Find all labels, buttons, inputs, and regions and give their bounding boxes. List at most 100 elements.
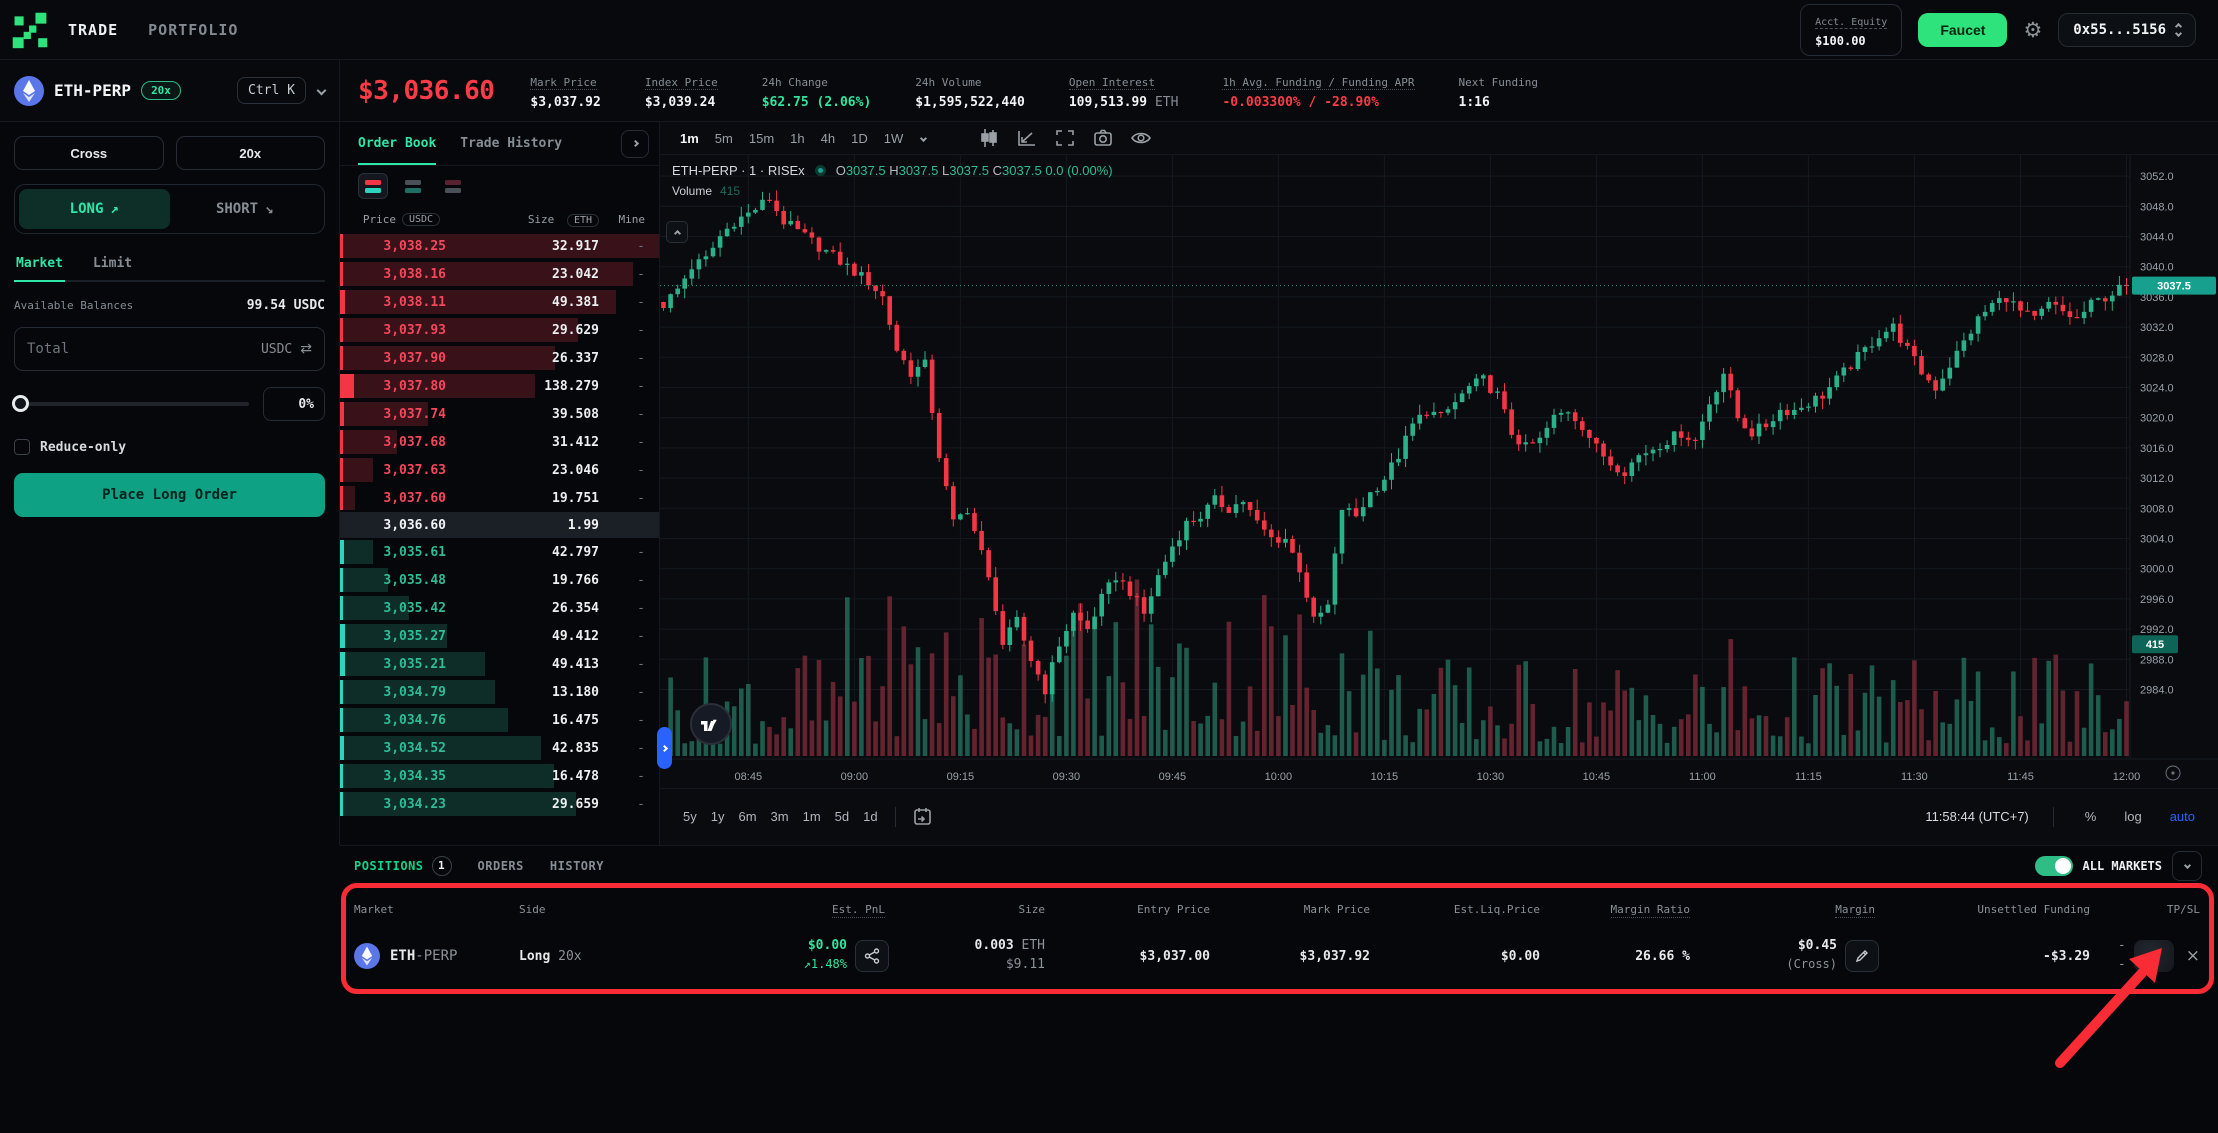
close-position-icon[interactable]: × bbox=[2185, 946, 2200, 966]
ask-row[interactable]: 3,037.80 138.279- bbox=[340, 372, 659, 400]
chart-canvas[interactable]: ETH-PERP · 1 · RISEx O3037.5 H3037.5 L30… bbox=[657, 155, 2218, 788]
range-5y[interactable]: 5y bbox=[683, 809, 697, 824]
range-1y[interactable]: 1y bbox=[710, 809, 725, 824]
range-1m[interactable]: 1m bbox=[802, 809, 821, 824]
timeframe-1D[interactable]: 1D bbox=[851, 130, 868, 146]
slider-knob[interactable] bbox=[12, 395, 29, 412]
timeframe-more-chevron-icon[interactable] bbox=[920, 134, 928, 142]
short-tab[interactable]: SHORT ↘ bbox=[170, 189, 321, 229]
bid-row[interactable]: 3,034.35 16.478- bbox=[340, 762, 659, 790]
bid-row[interactable]: 3,034.52 42.835- bbox=[340, 734, 659, 762]
price-unit-pill[interactable]: USDC bbox=[402, 212, 441, 226]
pair-name: ETH-PERP bbox=[54, 81, 132, 100]
market-status-dot-icon[interactable] bbox=[814, 165, 826, 176]
timeframe-1m[interactable]: 1m bbox=[680, 130, 699, 146]
bid-row[interactable]: 3,035.21 49.413- bbox=[340, 650, 659, 678]
watch-eye-icon[interactable] bbox=[1124, 126, 1158, 150]
timeframe-1h[interactable]: 1h bbox=[790, 130, 805, 146]
ask-row[interactable]: 3,037.74 39.508- bbox=[340, 400, 659, 428]
all-markets-toggle[interactable] bbox=[2034, 855, 2073, 876]
command-palette-shortcut[interactable]: Ctrl K bbox=[237, 77, 306, 104]
sidebar-reveal-handle[interactable] bbox=[657, 727, 672, 769]
faucet-button[interactable]: Faucet bbox=[1918, 12, 2008, 47]
timeframe-5m[interactable]: 5m bbox=[714, 130, 733, 146]
nav-portfolio[interactable]: PORTFOLIO bbox=[148, 20, 239, 39]
ohlc-readout: O3037.5 H3037.5 L3037.5 C3037.5 0.0 (0.0… bbox=[835, 163, 1113, 178]
go-to-date-icon[interactable] bbox=[906, 805, 940, 829]
auto-scale-button[interactable]: auto bbox=[2169, 809, 2195, 824]
tab-limit[interactable]: Limit bbox=[92, 256, 133, 271]
nav-trade[interactable]: TRADE bbox=[68, 20, 119, 39]
bid-row[interactable]: 3,035.48 19.766- bbox=[340, 566, 659, 594]
position-margin-cell: $0.45 (Cross) bbox=[1694, 937, 1879, 975]
tradingview-logo-icon[interactable] bbox=[690, 703, 732, 745]
chart-clock[interactable]: 11:58:44 (UTC+7) bbox=[1925, 809, 2029, 824]
ask-row[interactable]: 3,037.68 31.412- bbox=[340, 428, 659, 456]
bid-row[interactable]: 3,034.79 13.180- bbox=[340, 678, 659, 706]
candlestick-chart[interactable]: 3052.0 3048.0 3044.0 3040.0 3036.0 3032.0 3028… bbox=[660, 155, 2218, 788]
range-6m[interactable]: 6m bbox=[738, 809, 757, 824]
bid-row[interactable]: 3,035.27 49.412- bbox=[340, 622, 659, 650]
legend-collapse-button[interactable] bbox=[666, 221, 688, 243]
range-5d[interactable]: 5d bbox=[834, 809, 850, 824]
ask-row[interactable]: 3,038.11 49.381- bbox=[340, 288, 659, 316]
ask-row[interactable]: 3,038.16 23.042- bbox=[340, 260, 659, 288]
fullscreen-icon[interactable] bbox=[1048, 126, 1082, 150]
indicators-icon[interactable] bbox=[1010, 126, 1044, 150]
svg-text:3016.0: 3016.0 bbox=[2140, 443, 2174, 455]
timeframe-15m[interactable]: 15m bbox=[748, 130, 775, 146]
margin-mode-button[interactable]: Cross bbox=[14, 136, 164, 170]
camera-snapshot-icon[interactable] bbox=[1086, 126, 1120, 150]
size-slider[interactable] bbox=[12, 395, 249, 412]
edit-tpsl-button[interactable] bbox=[2133, 940, 2174, 972]
timeframe-1W[interactable]: 1W bbox=[883, 130, 904, 146]
leverage-button[interactable]: 20x bbox=[175, 136, 325, 170]
svg-text:2996.0: 2996.0 bbox=[2140, 594, 2174, 606]
edit-margin-button[interactable] bbox=[1845, 940, 1879, 972]
ask-row[interactable]: 3,037.90 26.337- bbox=[340, 344, 659, 372]
view-mode-bids[interactable] bbox=[398, 173, 428, 199]
percent-scale-button[interactable]: % bbox=[2084, 809, 2097, 824]
log-scale-button[interactable]: log bbox=[2124, 809, 2142, 824]
tab-history[interactable]: HISTORY bbox=[549, 858, 604, 873]
range-3m[interactable]: 3m bbox=[770, 809, 789, 824]
swap-currency-icon[interactable]: ⇄ bbox=[300, 341, 312, 357]
tab-positions[interactable]: POSITIONS 1 bbox=[354, 855, 452, 876]
order-book-expand-button[interactable] bbox=[621, 129, 649, 158]
ask-row[interactable]: 3,037.60 19.751- bbox=[340, 484, 659, 512]
stat-3: 24h Volume $1,595,522,440 bbox=[915, 75, 1025, 110]
wallet-address-button[interactable]: 0x55...5156 bbox=[2058, 12, 2196, 47]
ask-row[interactable]: 3,037.63 23.046- bbox=[340, 456, 659, 484]
tab-orders[interactable]: ORDERS bbox=[477, 858, 524, 873]
share-pnl-button[interactable] bbox=[855, 940, 889, 972]
range-1d[interactable]: 1d bbox=[863, 809, 878, 824]
bid-row[interactable]: 3,035.61 42.797- bbox=[340, 538, 659, 566]
position-market-cell[interactable]: ETH-PERP bbox=[354, 943, 519, 969]
ask-row[interactable]: 3,038.25 32.917- bbox=[340, 232, 659, 260]
tab-trade-history[interactable]: Trade History bbox=[460, 136, 563, 151]
last-trade-row[interactable]: 3,036.60 1.99 bbox=[340, 512, 659, 538]
col-margin: Margin bbox=[1835, 902, 1875, 918]
view-mode-both[interactable] bbox=[358, 173, 388, 199]
place-long-order-button[interactable]: Place Long Order bbox=[14, 473, 325, 517]
tab-order-book[interactable]: Order Book bbox=[358, 124, 436, 163]
bid-row[interactable]: 3,034.76 16.475- bbox=[340, 706, 659, 734]
market-selector[interactable]: ETH-PERP 20x Ctrl K bbox=[0, 60, 340, 121]
size-percent-box[interactable]: 0% bbox=[263, 387, 325, 421]
total-input[interactable] bbox=[27, 341, 253, 357]
panel-collapse-button[interactable] bbox=[2172, 850, 2202, 881]
view-mode-asks[interactable] bbox=[438, 173, 468, 199]
candles-style-icon[interactable] bbox=[972, 126, 1006, 150]
chevron-down-icon[interactable] bbox=[316, 85, 327, 96]
reduce-only-checkbox[interactable] bbox=[14, 439, 30, 455]
tab-market[interactable]: Market bbox=[14, 250, 65, 282]
timeframe-4h[interactable]: 4h bbox=[820, 130, 836, 146]
bid-row[interactable]: 3,035.42 26.354- bbox=[340, 594, 659, 622]
bid-row[interactable]: 3,034.23 29.659- bbox=[340, 790, 659, 818]
app-logo-icon[interactable] bbox=[10, 10, 50, 50]
settings-gear-icon[interactable]: ⚙ bbox=[2023, 17, 2043, 42]
total-currency: USDC bbox=[260, 341, 293, 357]
size-unit-pill[interactable]: ETH bbox=[566, 213, 599, 227]
long-tab[interactable]: LONG ↗ bbox=[19, 189, 170, 229]
ask-row[interactable]: 3,037.93 29.629- bbox=[340, 316, 659, 344]
